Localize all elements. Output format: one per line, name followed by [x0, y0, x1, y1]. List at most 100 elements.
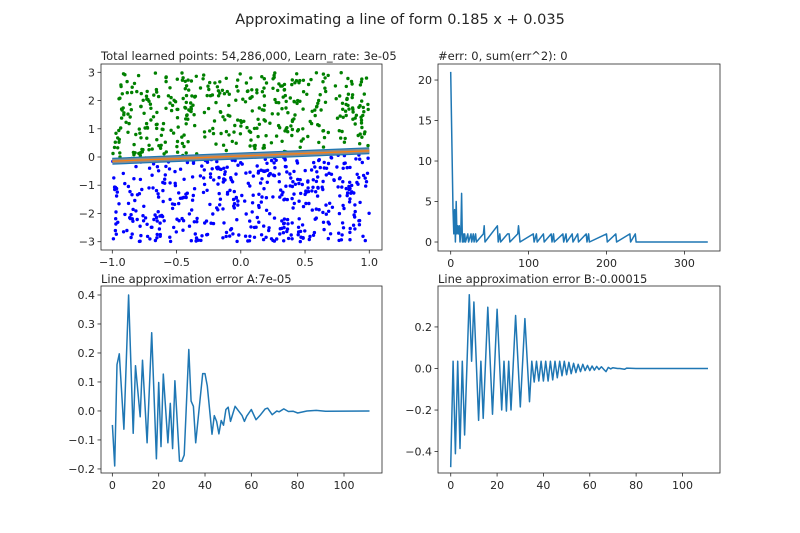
scatter-point-below: [348, 180, 352, 184]
scatter-point-above: [151, 115, 156, 119]
scatter-point-above: [360, 99, 364, 103]
x-tick-label: 100: [672, 479, 693, 492]
scatter-point-below: [240, 193, 244, 198]
scatter-point-below: [158, 221, 162, 225]
scatter-point-above: [175, 139, 180, 144]
scatter-point-above: [295, 72, 299, 76]
scatter-point-above: [366, 107, 370, 112]
scatter-point-below: [236, 203, 240, 207]
scatter-point-below: [232, 189, 236, 194]
scatter-point-above: [198, 86, 203, 90]
scatter-point-below: [210, 167, 214, 171]
scatter-point-below: [290, 221, 294, 225]
error-b-series-line: [449, 293, 708, 468]
scatter-point-above: [135, 89, 139, 94]
scatter-point-above: [203, 135, 207, 139]
scatter-point-below: [240, 162, 244, 166]
scatter-point-above: [350, 82, 354, 86]
scatter-point-below: [205, 233, 209, 237]
scatter-point-below: [248, 234, 252, 238]
scatter-point-above: [130, 90, 134, 95]
scatter-point-above: [290, 78, 294, 82]
scatter-point-above: [290, 119, 295, 124]
scatter-point-below: [350, 183, 354, 188]
scatter-point-below: [208, 202, 212, 207]
scatter-point-above: [180, 141, 185, 146]
scatter-point-above: [359, 118, 364, 122]
scatter-point-above: [206, 84, 210, 88]
scatter-point-below: [314, 207, 318, 211]
scatter-point-above: [334, 97, 338, 101]
scatter-point-below: [306, 186, 310, 190]
scatter-point-below: [185, 191, 189, 195]
scatter-point-below: [131, 207, 135, 212]
scatter-point-below: [173, 181, 177, 185]
scatter-point-below: [283, 197, 287, 201]
scatter-point-above: [139, 104, 143, 109]
scatter-point-above: [185, 113, 189, 118]
scatter-point-below: [140, 187, 144, 192]
scatter-point-above: [207, 87, 211, 92]
scatter-point-below: [285, 197, 289, 202]
scatter-point-below: [300, 223, 305, 227]
scatter-point-below: [271, 195, 275, 199]
scatter-point-below: [340, 221, 345, 225]
scatter-point-above: [191, 103, 195, 107]
scatter-point-below: [191, 161, 196, 165]
scatter-point-below: [223, 172, 227, 176]
scatter-point-below: [324, 203, 328, 207]
scatter-point-below: [256, 171, 260, 175]
scatter-point-below: [234, 172, 238, 176]
scatter-point-below: [212, 178, 216, 182]
scatter-point-below: [304, 201, 308, 206]
scatter-point-above: [123, 73, 127, 77]
scatter-point-above: [223, 118, 227, 122]
scatter-point-below: [112, 176, 116, 180]
scatter-point-below: [174, 230, 178, 234]
scatter-point-above: [276, 112, 280, 116]
error-b-title: Line approximation error B:-0.00015: [438, 272, 647, 286]
scatter-point-above: [211, 126, 215, 131]
scatter-point-above: [176, 125, 180, 129]
scatter-point-below: [336, 185, 340, 189]
scatter-point-below: [348, 165, 352, 170]
scatter-point-below: [117, 202, 121, 206]
scatter-point-below: [208, 172, 213, 176]
error-a-panel: Line approximation error A:7e-05 0 20 40 60…: [68, 272, 383, 492]
scatter-point-below: [123, 212, 127, 217]
scatter-point-above: [155, 110, 159, 115]
scatter-point-below: [364, 184, 368, 188]
scatter-point-above: [170, 103, 175, 108]
scatter-point-below: [208, 175, 213, 179]
scatter-point-above: [159, 133, 164, 137]
scatter-point-above: [274, 100, 278, 105]
scatter-point-below: [260, 195, 264, 199]
scatter-point-above: [226, 113, 230, 118]
scatter-point-above: [232, 130, 236, 134]
scatter-point-above: [341, 115, 345, 120]
scatter-point-below: [148, 237, 152, 241]
scatter-point-below: [360, 160, 364, 165]
plot-area: [449, 293, 708, 468]
scatter-point-above: [118, 151, 122, 155]
scatter-point-below: [363, 238, 367, 243]
scatter-point-above: [205, 93, 209, 98]
scatter-point-above: [116, 146, 120, 150]
scatter-point-above: [262, 108, 266, 112]
x-tick-label: 80: [629, 479, 643, 492]
scatter-point-above: [169, 108, 174, 113]
scatter-point-above: [214, 142, 218, 146]
scatter-point-above: [184, 93, 189, 98]
scatter-point-below: [167, 167, 172, 171]
scatter-point-above: [122, 113, 126, 117]
scatter-point-below: [322, 227, 326, 232]
scatter-point-below: [327, 209, 331, 213]
separator-line-center: [112, 150, 370, 162]
scatter-point-below: [221, 236, 225, 240]
scatter-point-above: [117, 140, 121, 144]
scatter-point-above: [155, 126, 159, 131]
scatter-point-below: [329, 155, 333, 160]
scatter-point-above: [345, 97, 349, 102]
scatter-point-above: [141, 98, 145, 103]
scatter-point-above: [161, 121, 166, 126]
